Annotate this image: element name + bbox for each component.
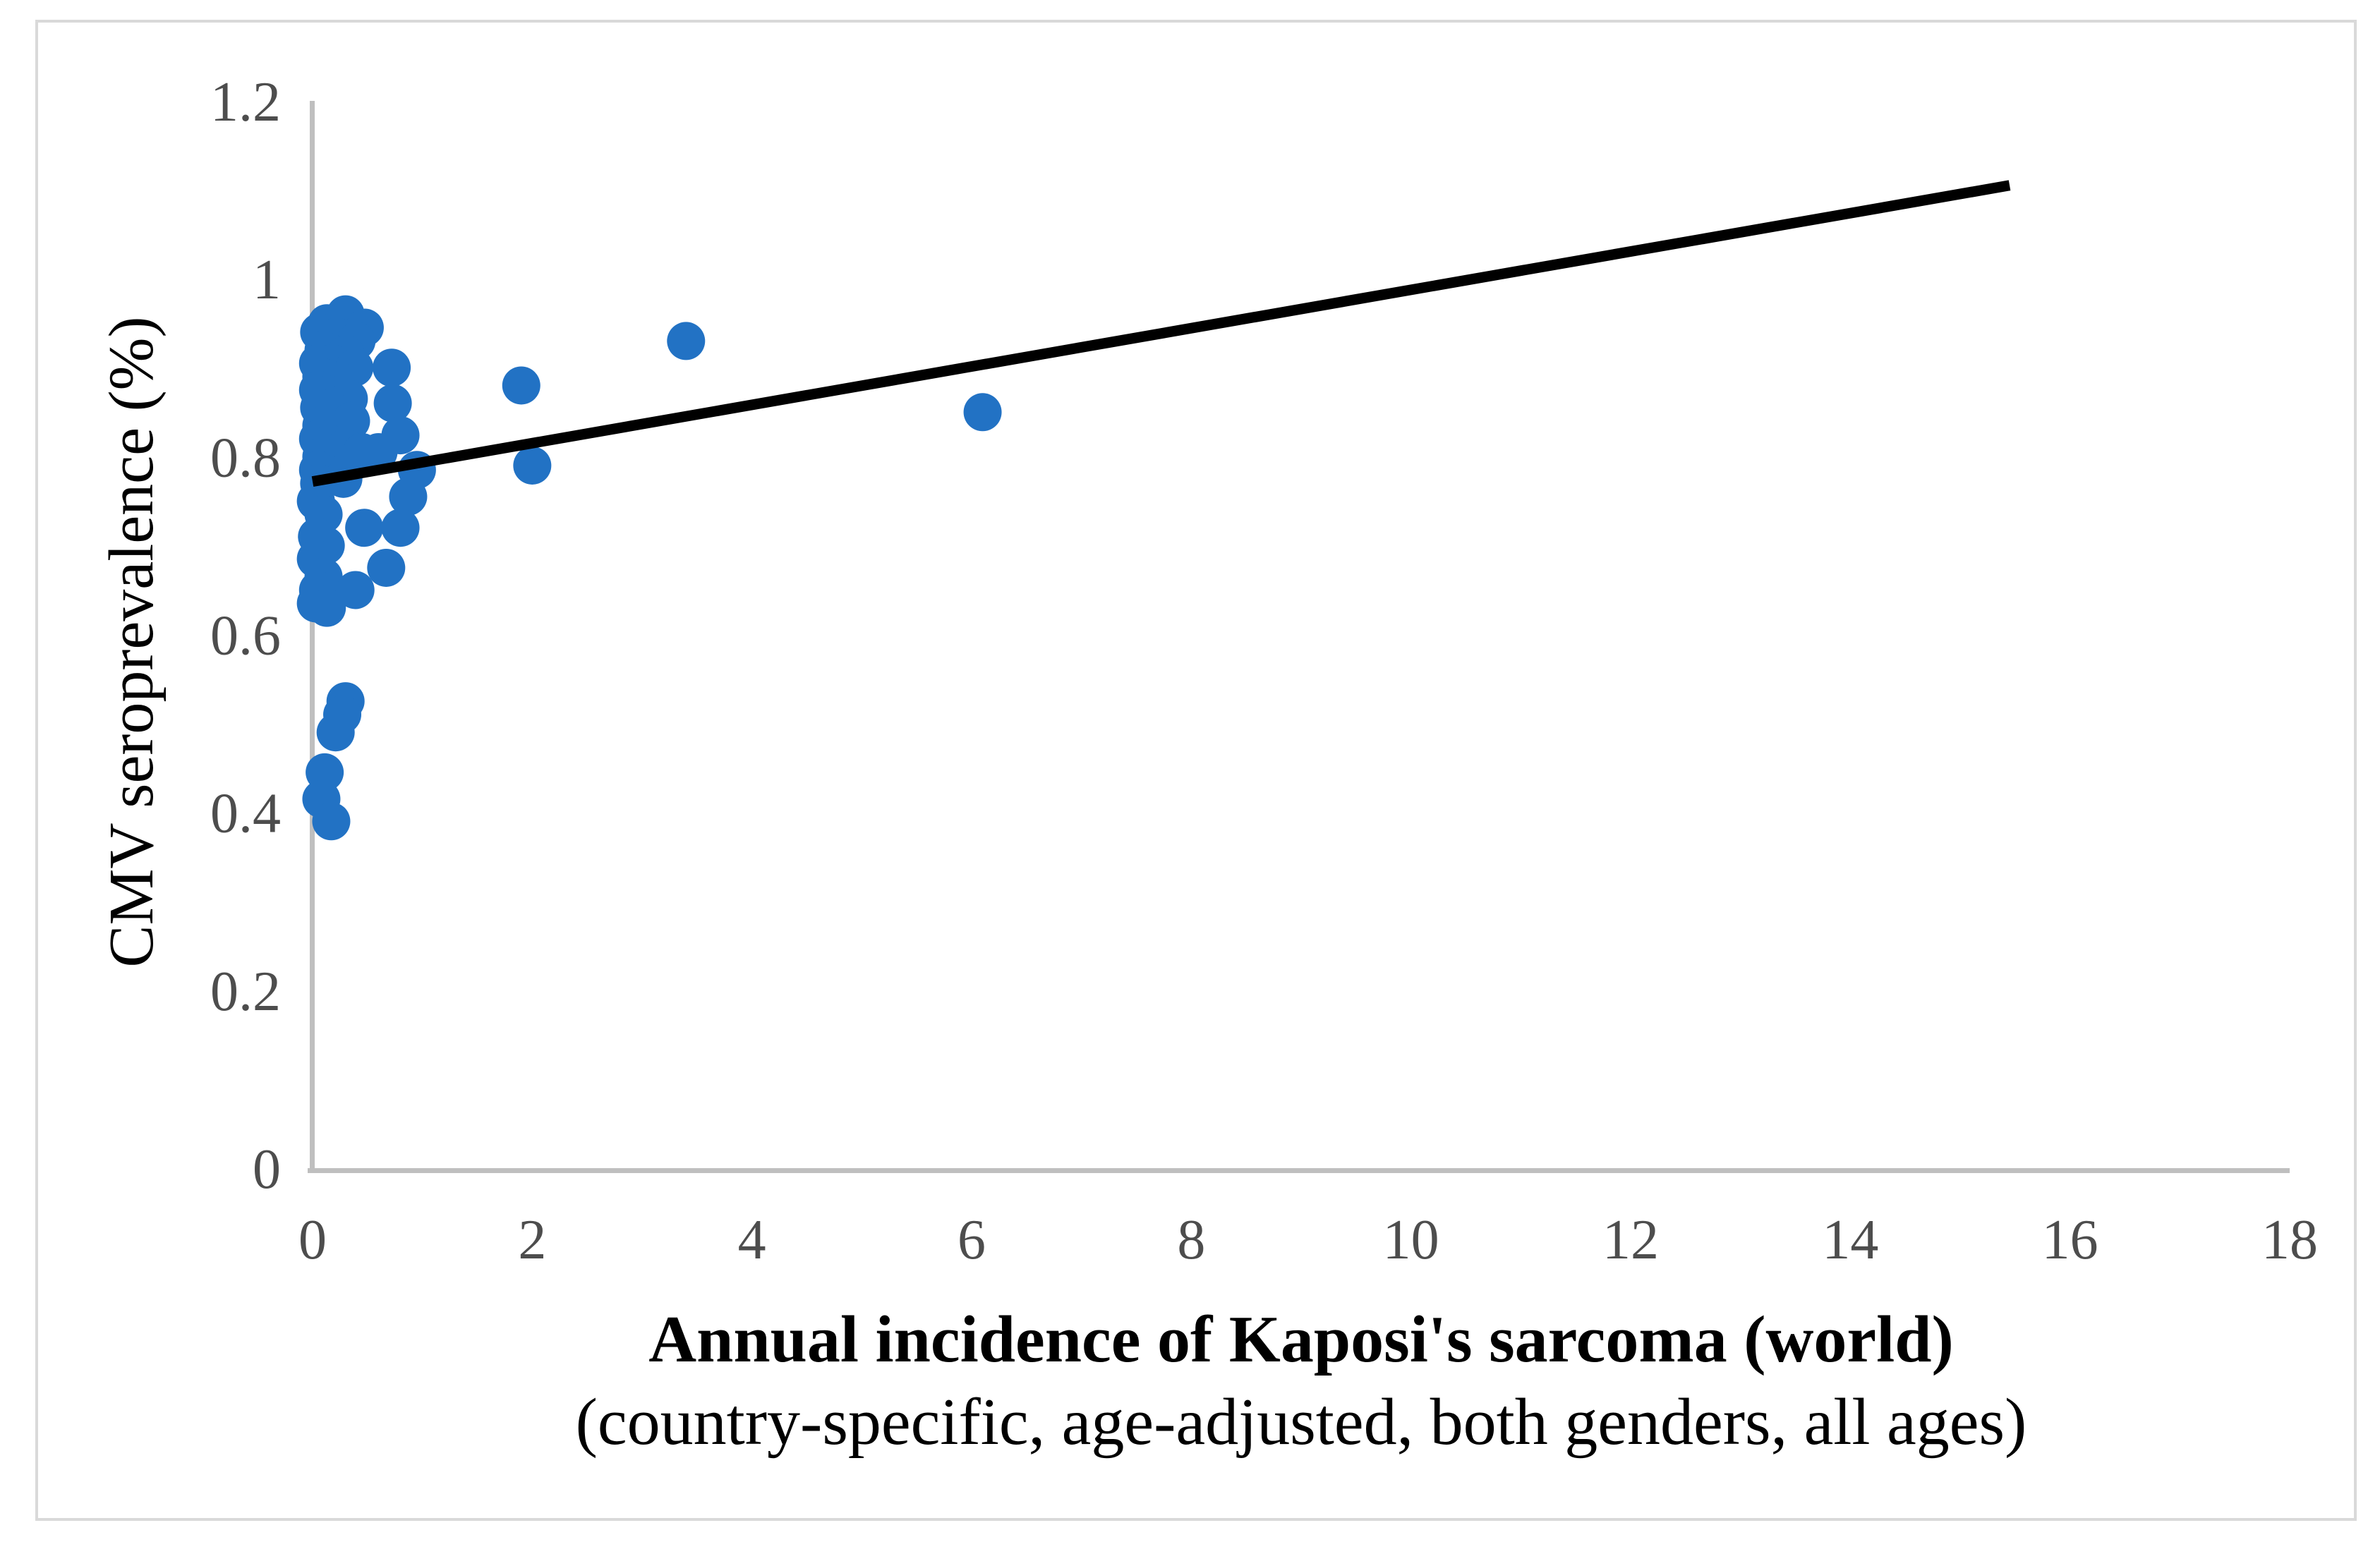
data-point	[308, 588, 346, 627]
x-tick-label: 16	[2042, 1209, 2098, 1271]
y-tick-label: 0.8	[210, 427, 281, 489]
data-point	[367, 548, 406, 587]
y-tick-label: 0.2	[210, 961, 281, 1023]
data-point	[502, 366, 540, 405]
x-tick-label: 4	[738, 1209, 766, 1271]
data-point	[336, 571, 375, 609]
x-axis-title: Annual incidence of Kaposi's sarcoma (wo…	[648, 1303, 1954, 1376]
data-point	[316, 713, 355, 752]
y-tick-label: 1.2	[210, 71, 281, 133]
x-axis-subtitle: (country-specific, age-adjusted, both ge…	[575, 1385, 2027, 1459]
data-point	[667, 322, 706, 360]
x-tick-label: 18	[2261, 1209, 2318, 1271]
data-point	[373, 384, 412, 423]
x-tick-label: 2	[518, 1209, 546, 1271]
x-tick-label: 8	[1177, 1209, 1205, 1271]
data-point	[389, 478, 428, 516]
y-tick-label: 1	[253, 249, 281, 311]
x-tick-label: 10	[1383, 1209, 1439, 1271]
data-point	[345, 509, 384, 547]
trend-line	[311, 180, 2011, 487]
y-axis-title: CMV seroprevalence (%)	[97, 316, 167, 968]
data-point	[963, 393, 1002, 432]
x-tick-label: 0	[298, 1209, 327, 1271]
x-tick-label: 14	[1822, 1209, 1878, 1271]
y-tick-label: 0	[253, 1139, 281, 1201]
y-tick-label: 0.6	[210, 605, 281, 667]
data-point	[513, 446, 552, 485]
data-point	[373, 348, 411, 387]
data-point	[312, 802, 351, 841]
x-tick-label: 12	[1602, 1209, 1659, 1271]
data-point	[381, 509, 420, 547]
y-tick-label: 0.4	[210, 783, 281, 845]
x-tick-label: 6	[958, 1209, 986, 1271]
